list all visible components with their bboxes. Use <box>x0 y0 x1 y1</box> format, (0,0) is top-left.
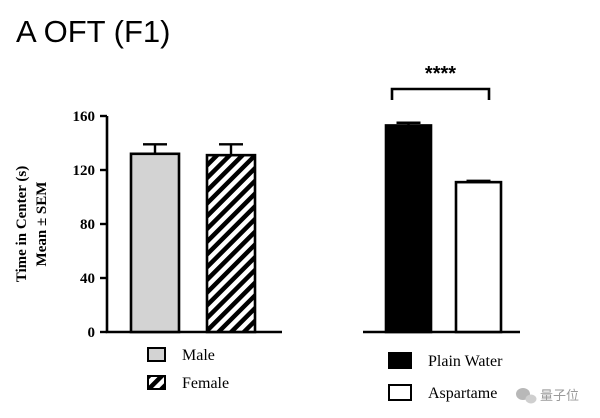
y-axis-title: Time in Center (s) Mean ± SEM <box>14 166 50 283</box>
y-tick-label: 40 <box>80 271 95 287</box>
legend-swatch-female <box>147 375 166 390</box>
watermark-text: 量子位 <box>540 388 579 403</box>
legend-swatch-plain-water <box>388 352 412 369</box>
panel-title: A OFT (F1) <box>16 14 170 49</box>
y-axis-title-line-1: Time in Center (s) <box>14 166 30 283</box>
watermark: 量子位 <box>516 388 579 404</box>
legend-label-male: Male <box>182 347 215 364</box>
bar-male <box>129 152 181 334</box>
bar-aspartame <box>454 180 503 334</box>
y-tick-label: 120 <box>73 163 96 179</box>
legend-swatch-aspartame <box>388 384 412 401</box>
legend-swatch-male <box>147 347 166 362</box>
y-axis-title-line-2: Mean ± SEM <box>34 182 50 267</box>
legend-label-aspartame: Aspartame <box>428 385 497 402</box>
bar-female <box>205 153 257 334</box>
significance-label: **** <box>425 63 456 85</box>
left-chart: 0 40 80 120 160 Male Female <box>73 109 282 392</box>
legend-label-female: Female <box>182 375 229 392</box>
bar-plain-water <box>384 124 433 334</box>
legend-label-plain-water: Plain Water <box>428 353 503 370</box>
right-chart: **** Plain Water Aspartame <box>363 63 520 402</box>
y-tick-label: 160 <box>73 109 96 125</box>
wechat-icon <box>516 388 537 404</box>
y-tick-label: 80 <box>80 217 95 233</box>
y-tick-label: 0 <box>88 325 96 341</box>
significance-bracket <box>390 87 491 100</box>
